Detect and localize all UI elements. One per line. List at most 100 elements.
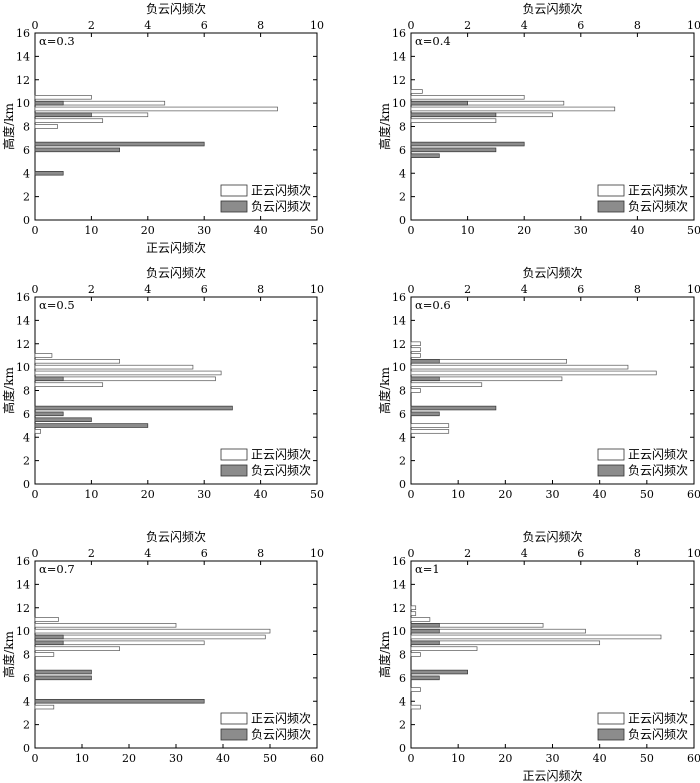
x-bottom-tick-label: 40 <box>630 224 644 237</box>
x-bottom-tick-label: 30 <box>169 752 183 765</box>
negative-bar <box>410 628 440 634</box>
positive-bar <box>410 370 657 376</box>
positive-bar <box>34 95 92 100</box>
legend-swatch-positive <box>597 184 625 197</box>
x-top-tick-label: 2 <box>464 547 471 560</box>
y-tick-label: 6 <box>23 408 30 421</box>
legend-label-positive: 正云闪频次 <box>251 184 311 198</box>
x-bottom-tick-label: 20 <box>141 488 155 501</box>
x-bottom-tick-label: 10 <box>84 488 98 501</box>
x-bottom-tick-label: 40 <box>593 752 607 765</box>
x-bottom-tick-label: 20 <box>517 224 531 237</box>
x-top-tick-label: 6 <box>577 19 584 32</box>
positive-bar <box>34 370 222 376</box>
y-tick-label: 4 <box>23 695 30 708</box>
x-bottom-tick-label: 50 <box>310 224 324 237</box>
legend-swatch-positive <box>597 712 625 725</box>
x-bottom-tick-label: 50 <box>687 224 700 237</box>
positive-bar <box>34 634 266 640</box>
negative-bar <box>34 640 64 646</box>
y-tick-label: 0 <box>23 214 30 227</box>
positive-bar <box>410 364 629 370</box>
x-bottom-tick-label: 50 <box>310 488 324 501</box>
x-top-axis-title: 负云闪频次 <box>522 2 582 16</box>
x-bottom-tick-label: 40 <box>254 488 268 501</box>
x-bottom-tick-label: 10 <box>451 752 465 765</box>
y-tick-label: 6 <box>23 144 30 157</box>
y-tick-label: 8 <box>399 121 406 134</box>
x-top-tick-label: 0 <box>32 283 39 296</box>
y-tick-label: 12 <box>392 74 406 87</box>
y-tick-label: 8 <box>23 649 30 662</box>
positive-bar <box>410 341 421 347</box>
x-top-tick-label: 10 <box>687 547 700 560</box>
legend-label-negative: 负云闪频次 <box>251 464 311 478</box>
negative-bar <box>410 640 440 646</box>
positive-bar <box>410 611 417 616</box>
x-bottom-tick-label: 40 <box>254 224 268 237</box>
negative-bar <box>34 405 233 411</box>
y-axis-title: 高度/km <box>1 103 16 150</box>
negative-bar <box>410 147 497 153</box>
positive-bar <box>410 95 525 100</box>
x-top-tick-label: 8 <box>634 19 641 32</box>
positive-bar <box>34 382 104 387</box>
x-bottom-tick-label: 50 <box>640 752 654 765</box>
y-axis-title: 高度/km <box>1 367 16 414</box>
x-top-axis-title: 负云闪频次 <box>522 530 582 544</box>
positive-bar <box>34 646 120 651</box>
y-tick-label: 6 <box>399 408 406 421</box>
legend-swatch-positive <box>220 448 248 461</box>
x-bottom-tick-label: 0 <box>408 488 415 501</box>
y-tick-label: 4 <box>399 695 406 708</box>
legend-swatch-negative <box>597 464 625 477</box>
y-tick-label: 8 <box>23 121 30 134</box>
legend-swatch-positive <box>220 712 248 725</box>
y-tick-label: 10 <box>16 361 30 374</box>
panel-label: α=0.5 <box>39 298 75 312</box>
positive-bar <box>410 347 421 352</box>
x-top-tick-label: 2 <box>464 19 471 32</box>
x-top-tick-label: 0 <box>32 19 39 32</box>
x-top-tick-label: 6 <box>201 283 208 296</box>
positive-bar <box>410 704 421 710</box>
negative-bar <box>410 112 497 118</box>
y-tick-label: 4 <box>23 431 30 444</box>
legend-label-negative: 负云闪频次 <box>251 200 311 214</box>
legend-label-positive: 正云闪频次 <box>251 448 311 462</box>
positive-bar <box>410 388 421 393</box>
y-tick-label: 12 <box>16 338 30 351</box>
panel-label: α=0.6 <box>415 298 451 312</box>
positive-bar <box>34 623 177 628</box>
positive-bar <box>410 617 431 622</box>
x-top-tick-label: 6 <box>201 547 208 560</box>
y-tick-label: 6 <box>23 672 30 685</box>
y-tick-label: 12 <box>16 74 30 87</box>
y-tick-label: 2 <box>23 455 30 468</box>
y-axis-title: 高度/km <box>1 631 16 678</box>
x-top-tick-label: 2 <box>464 283 471 296</box>
x-top-tick-label: 2 <box>88 283 95 296</box>
legend-label-positive: 正云闪频次 <box>628 712 688 726</box>
x-bottom-tick-label: 30 <box>197 488 211 501</box>
positive-bar <box>34 118 104 123</box>
x-bottom-tick-label: 10 <box>451 488 465 501</box>
y-tick-label: 14 <box>392 50 406 63</box>
y-tick-label: 10 <box>16 625 30 638</box>
legend-swatch-negative <box>597 200 625 213</box>
panel-label: α=0.7 <box>39 562 75 576</box>
positive-bar <box>410 353 421 358</box>
positive-bar <box>410 429 450 434</box>
x-top-tick-label: 6 <box>577 547 584 560</box>
y-tick-label: 0 <box>23 478 30 491</box>
x-bottom-tick-label: 50 <box>640 488 654 501</box>
y-tick-label: 14 <box>16 578 30 591</box>
x-top-tick-label: 4 <box>144 547 151 560</box>
x-top-tick-label: 10 <box>687 283 700 296</box>
